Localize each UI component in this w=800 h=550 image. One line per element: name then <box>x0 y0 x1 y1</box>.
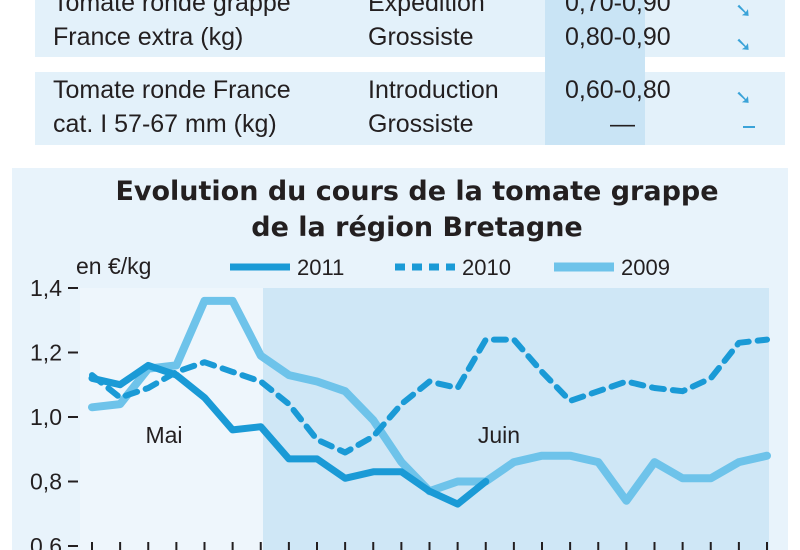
y-tick-label: 1,2 <box>30 340 62 366</box>
plot-bg-june <box>263 288 769 550</box>
price-table-section: Tomate ronde grappe France extra (kg) Ex… <box>0 0 800 152</box>
trend-down-arrow-icon: ➘ <box>735 34 752 56</box>
table-cell-price: — <box>610 110 635 138</box>
trend-down-arrow-icon: ➘ <box>735 87 752 109</box>
series-line-2011 <box>88 361 490 508</box>
table-cell-price: 0,80-0,90 <box>565 23 671 51</box>
plot-bg-may <box>80 288 263 550</box>
x-axis-ticks <box>91 542 768 550</box>
chart-card: Evolution du cours de la tomate grappe d… <box>12 168 788 550</box>
table-cell-product: cat. I 57-67 mm (kg) <box>53 110 277 138</box>
table-cell-stage: Grossiste <box>368 23 474 51</box>
y-tick-label: 0,8 <box>30 469 62 495</box>
y-axis-unit-label: en €/kg <box>76 253 151 279</box>
table-row-bg <box>35 0 785 57</box>
y-tick-label: 1,0 <box>30 404 62 430</box>
table-cell-stage: Expédition <box>368 0 485 17</box>
price-column-bg <box>545 0 645 145</box>
legend-label-2011: 2011 <box>297 255 344 280</box>
y-tick-label: 0,6 <box>30 533 62 550</box>
chart-title-line2: de la région Bretagne <box>251 212 583 243</box>
trend-flat-dash-icon <box>743 126 755 128</box>
table-cell-stage: Introduction <box>368 76 499 104</box>
table-cell-product: Tomate ronde France <box>53 76 291 104</box>
table-cell-stage: Grossiste <box>368 110 474 138</box>
table-cell-price: 0,60-0,80 <box>565 76 671 104</box>
chart-title-line1: Evolution du cours de la tomate grappe <box>115 176 718 207</box>
table-cell-product: France extra (kg) <box>53 23 244 51</box>
y-tick-label: 1,4 <box>30 275 62 301</box>
trend-down-arrow-icon: ➘ <box>735 0 752 22</box>
price-table: Tomate ronde grappe France extra (kg) Ex… <box>35 0 785 150</box>
y-axis: 0,6 0,8 1,0 1,2 1,4 <box>30 275 78 550</box>
legend-label-2010: 2010 <box>462 255 511 280</box>
month-label-may: Mai <box>145 422 182 448</box>
table-cell-product: Tomate ronde grappe <box>53 0 291 17</box>
month-label-june: Juin <box>478 422 520 448</box>
legend-label-2009: 2009 <box>621 255 670 280</box>
series-lines <box>88 296 771 508</box>
series-line-2010 <box>89 336 770 456</box>
table-row-bg <box>35 72 785 145</box>
table-cell-price: 0,70-0,90 <box>565 0 671 17</box>
tomato-price-chart: Evolution du cours de la tomate grappe d… <box>30 176 771 550</box>
